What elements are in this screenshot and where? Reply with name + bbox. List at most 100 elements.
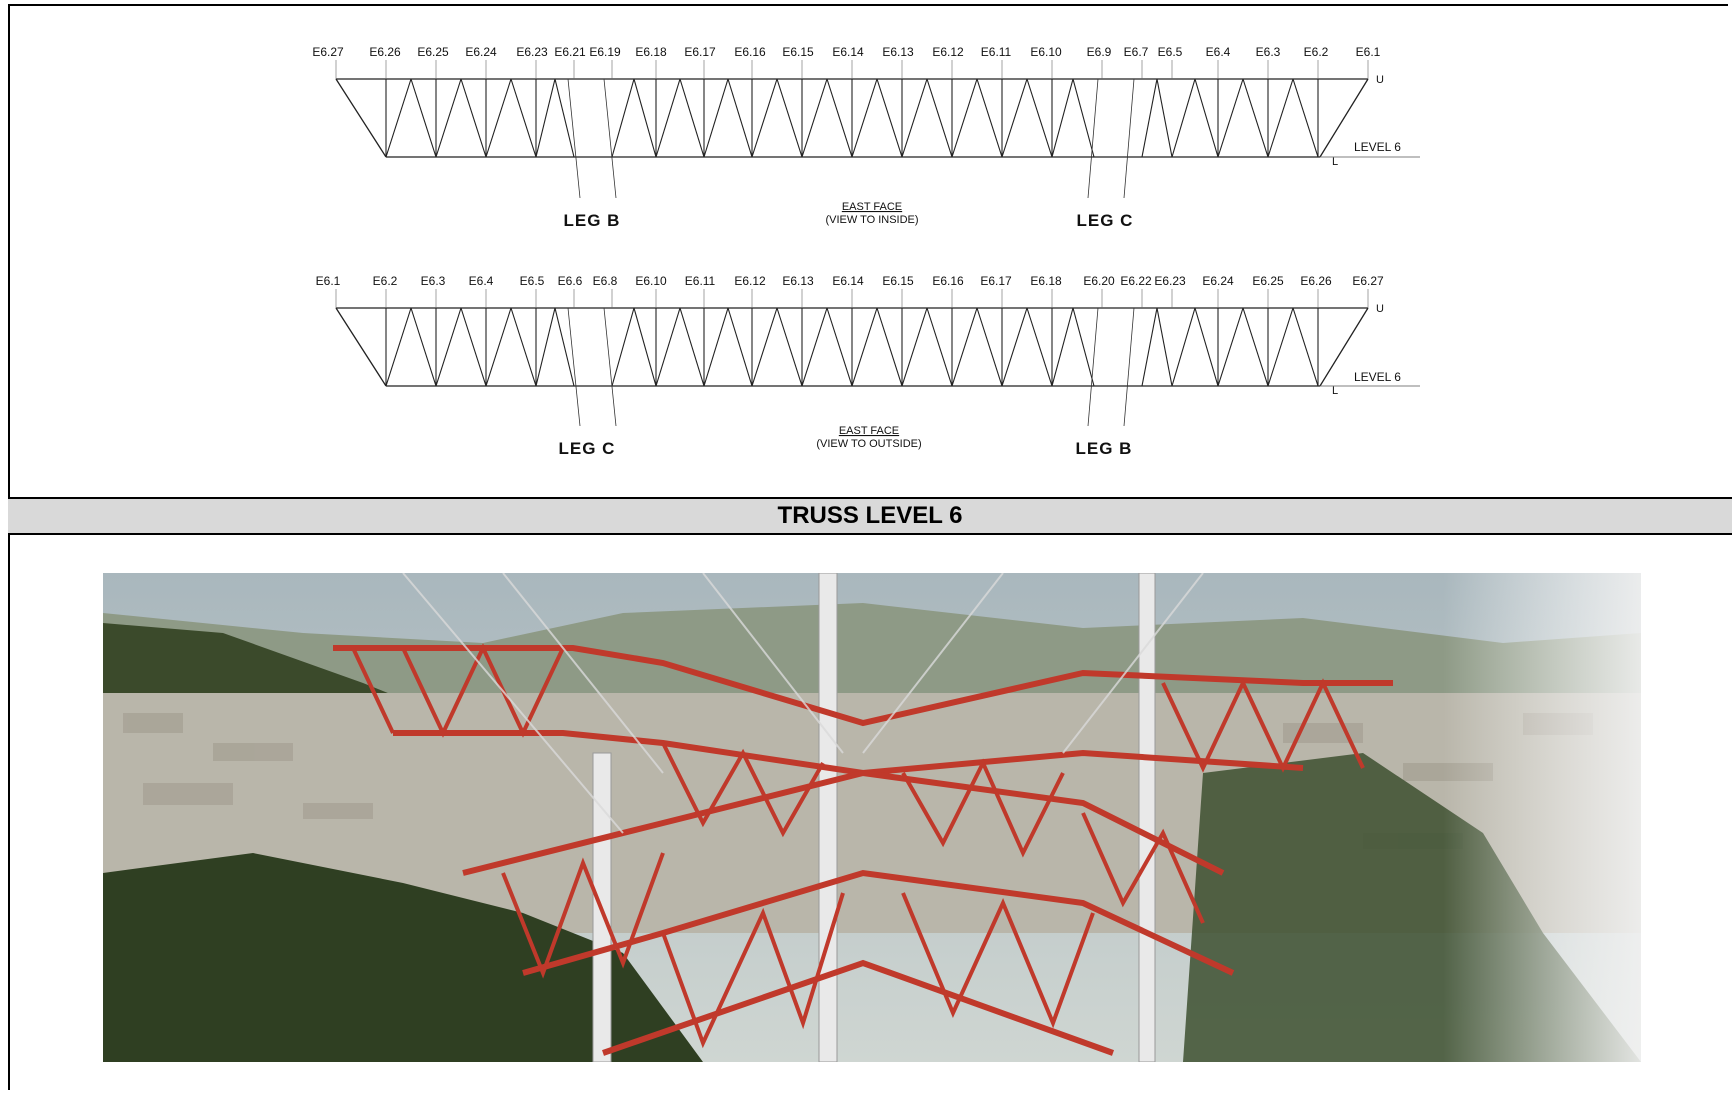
node-label: E6.16 — [932, 274, 964, 288]
node-label: E6.25 — [417, 45, 449, 59]
end-diagonal — [1319, 307, 1369, 387]
node-label: E6.10 — [635, 274, 667, 288]
node-label: E6.23 — [516, 45, 548, 59]
node-label: E6.4 — [1206, 45, 1231, 59]
node-label: E6.2 — [373, 274, 398, 288]
truss-diagonal — [1292, 307, 1319, 387]
truss-diagonal — [727, 78, 753, 158]
truss-diagonal — [1171, 307, 1196, 387]
truss-diagonal — [1141, 78, 1158, 158]
truss-diagonal — [535, 78, 556, 158]
truss-diagonal — [633, 78, 657, 158]
truss-diagonal — [1217, 78, 1244, 158]
truss-diagonal — [1242, 78, 1269, 158]
leg-leader-line — [603, 307, 617, 427]
node-label: E6.12 — [932, 45, 964, 59]
upper-chord-label: U — [1376, 74, 1384, 86]
truss-photo-illustration — [103, 573, 1641, 1062]
leg-leader-line — [567, 78, 581, 199]
truss-diagonal — [826, 307, 853, 387]
truss-diagonal — [703, 307, 729, 387]
node-label: E6.27 — [312, 45, 344, 59]
truss-diagonal — [1242, 307, 1269, 387]
node-label: E6.26 — [369, 45, 401, 59]
end-diagonal — [1319, 78, 1369, 158]
node-label: E6.9 — [1087, 45, 1112, 59]
node-label: E6.25 — [1252, 274, 1284, 288]
left-leg-label: LEG C — [559, 439, 616, 458]
node-label: E6.23 — [1154, 274, 1186, 288]
node-label: E6.20 — [1083, 274, 1115, 288]
node-label: E6.14 — [832, 274, 864, 288]
truss-diagonal — [876, 78, 903, 158]
truss-diagonal — [926, 307, 953, 387]
truss-diagonal — [1026, 307, 1053, 387]
node-label: E6.5 — [1158, 45, 1183, 59]
node-label: E6.17 — [684, 45, 716, 59]
face-subtitle: (VIEW TO OUTSIDE) — [816, 438, 921, 450]
truss-diagonal — [826, 78, 853, 158]
node-label: E6.6 — [558, 274, 583, 288]
node-label: E6.12 — [734, 274, 766, 288]
truss-diagonal — [679, 307, 705, 387]
section-title: TRUSS LEVEL 6 — [777, 502, 963, 529]
face-subtitle: (VIEW TO INSIDE) — [825, 214, 918, 226]
truss-diagonal — [1156, 78, 1173, 158]
node-label: E6.10 — [1030, 45, 1062, 59]
end-diagonal — [335, 78, 387, 158]
truss-diagonal — [611, 307, 635, 387]
node-label: E6.13 — [882, 45, 914, 59]
node-label: E6.5 — [520, 274, 545, 288]
truss-diagonal — [1051, 78, 1074, 158]
node-label: E6.4 — [469, 274, 494, 288]
face-title: EAST FACE — [842, 201, 902, 213]
node-label: E6.16 — [734, 45, 766, 59]
truss-diagonal — [460, 78, 487, 158]
truss-diagonal — [727, 307, 753, 387]
truss-diagonal — [554, 78, 575, 158]
face-title: EAST FACE — [839, 425, 899, 437]
truss-diagonal — [1051, 307, 1074, 387]
truss-diagonal — [751, 307, 778, 387]
node-label: E6.7 — [1124, 45, 1149, 59]
node-label: E6.24 — [1202, 274, 1234, 288]
upper-chord-label: U — [1376, 303, 1384, 315]
truss-diagonal — [901, 78, 928, 158]
truss-diagonal — [1001, 78, 1028, 158]
truss-diagonal — [1072, 307, 1095, 387]
lower-chord-label: L — [1332, 385, 1338, 397]
truss-diagonal — [976, 307, 1003, 387]
node-label: E6.15 — [882, 274, 914, 288]
leg-leader-line — [1087, 78, 1099, 199]
node-label: E6.22 — [1120, 274, 1152, 288]
node-label: E6.19 — [589, 45, 621, 59]
truss-diagonal — [1267, 307, 1294, 387]
truss-diagonal — [410, 307, 437, 387]
node-label: E6.2 — [1304, 45, 1329, 59]
node-label: E6.21 — [554, 45, 586, 59]
leg-leader-line — [1123, 78, 1135, 199]
truss-diagonal — [655, 307, 681, 387]
truss-diagonal — [1072, 78, 1095, 158]
truss-diagonal — [951, 307, 978, 387]
truss-diagonal — [510, 307, 537, 387]
leg-leader-line — [1123, 307, 1135, 427]
node-label: E6.1 — [316, 274, 341, 288]
truss-diagonal — [435, 307, 462, 387]
truss-diagonal — [611, 78, 635, 158]
truss-diagonal — [851, 307, 878, 387]
node-label: E6.1 — [1356, 45, 1381, 59]
truss-diagonal — [801, 78, 828, 158]
leg-leader-line — [567, 307, 581, 427]
end-diagonal — [335, 307, 387, 387]
truss-diagonal — [554, 307, 575, 387]
truss-diagonal — [535, 307, 556, 387]
node-label: E6.3 — [1256, 45, 1281, 59]
truss-diagonal — [1194, 78, 1219, 158]
node-label: E6.27 — [1352, 274, 1384, 288]
lower-chord-label: L — [1332, 156, 1338, 168]
truss-diagonal — [1292, 78, 1319, 158]
page-frame — [8, 4, 1728, 1090]
truss-diagonal — [1026, 78, 1053, 158]
truss-diagonal — [485, 307, 512, 387]
